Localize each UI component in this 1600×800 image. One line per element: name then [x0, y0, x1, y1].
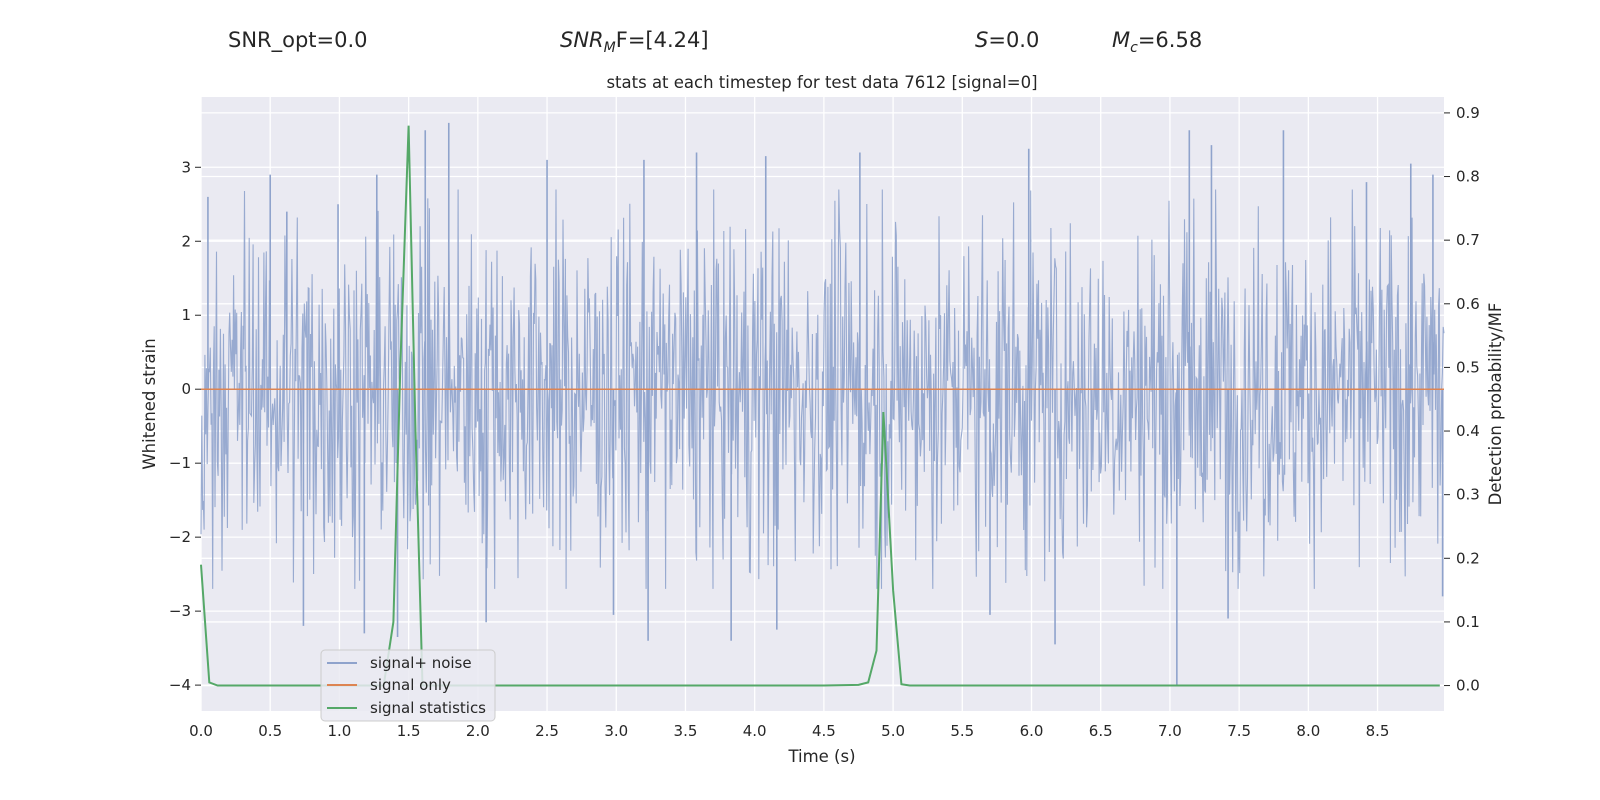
x-tick-label: 0.0	[189, 722, 213, 740]
y-tick-label: 2	[181, 232, 191, 250]
mc-sub: c	[1130, 40, 1138, 56]
s-label: S=0.0	[975, 28, 1039, 52]
x-tick-label: 8.0	[1296, 722, 1320, 740]
x-axis-label: Time (s)	[787, 747, 855, 766]
y2-tick-label: 0.5	[1456, 358, 1480, 376]
y-tick-label: 0	[181, 380, 191, 398]
snr-opt-label: SNR_opt=0.0	[228, 28, 368, 53]
x-tick-label: 6.5	[1089, 722, 1113, 740]
x-tick-label: 5.0	[881, 722, 905, 740]
y2-tick-label: 0.0	[1456, 677, 1480, 695]
x-tick-label: 0.5	[258, 722, 282, 740]
y-tick-label: −3	[169, 602, 191, 620]
y2-axis-label: Detection probability/MF	[1486, 303, 1505, 506]
snr-mf-sub: M	[604, 40, 616, 56]
legend-label-signal-only: signal only	[370, 676, 451, 694]
y-ticks: 3 2 1 0 −1 −2 −3 −4	[169, 158, 201, 694]
legend-box	[320, 649, 496, 722]
x-tick-label: 7.0	[1158, 722, 1182, 740]
y2-tick-label: 0.1	[1456, 613, 1480, 631]
y2-tick-label: 0.8	[1456, 168, 1480, 186]
y2-tick-label: 0.4	[1456, 422, 1480, 440]
x-tick-label: 2.5	[535, 722, 559, 740]
x-tick-label: 3.0	[604, 722, 628, 740]
y-tick-label: 3	[181, 158, 191, 176]
mc-var: M	[1112, 28, 1130, 52]
y2-tick-label: 0.9	[1456, 104, 1480, 122]
x-ticks: 0.0 0.5 1.0 1.5 2.0 2.5 3.0 3.5 4.0 4.5 5.0 5.5 6.0 6…	[189, 722, 1389, 740]
x-tick-label: 8.5	[1366, 722, 1390, 740]
y2-tick-label: 0.2	[1456, 549, 1480, 567]
y-tick-label: 1	[181, 306, 191, 324]
x-tick-label: 3.5	[674, 722, 698, 740]
mc-label: Mc=6.58	[1112, 28, 1202, 56]
noise-trace	[200, 189, 1445, 589]
y2-tick-label: 0.3	[1456, 486, 1480, 504]
y-tick-label: −1	[169, 454, 191, 472]
series-signal-noise	[200, 122, 1445, 686]
legend-label-signal-statistics: signal statistics	[370, 699, 486, 717]
y2-tick-label: 0.7	[1456, 231, 1480, 249]
s-rest: =0.0	[988, 28, 1039, 52]
x-tick-label: 4.5	[812, 722, 836, 740]
x-tick-label: 2.0	[466, 722, 490, 740]
x-tick-label: 5.5	[950, 722, 974, 740]
y-tick-label: −2	[169, 528, 191, 546]
chart-title: stats at each timestep for test data 761…	[606, 73, 1037, 92]
x-tick-label: 1.0	[327, 722, 351, 740]
y-tick-label: −4	[169, 676, 191, 694]
legend-label-signal-noise: signal+ noise	[370, 654, 472, 672]
x-tick-label: 6.0	[1020, 722, 1044, 740]
y-axis-label: Whitened strain	[140, 338, 159, 469]
x-tick-label: 7.5	[1227, 722, 1251, 740]
legend: signal+ noise signal only signal statist…	[320, 649, 496, 722]
snr-mf-rest: F=[4.24]	[616, 28, 709, 52]
mc-rest: =6.58	[1138, 28, 1202, 52]
s-var: S	[975, 28, 988, 52]
snr-mf-label: SNRMF=[4.24]	[560, 28, 709, 56]
x-tick-label: 4.0	[743, 722, 767, 740]
x-tick-label: 1.5	[397, 722, 421, 740]
y2-tick-label: 0.6	[1456, 295, 1480, 313]
snr-mf-base: SNR	[560, 28, 604, 52]
y2-ticks: 0.9 0.8 0.7 0.6 0.5 0.4 0.3 0.2 0.1 0.0	[1444, 104, 1480, 695]
